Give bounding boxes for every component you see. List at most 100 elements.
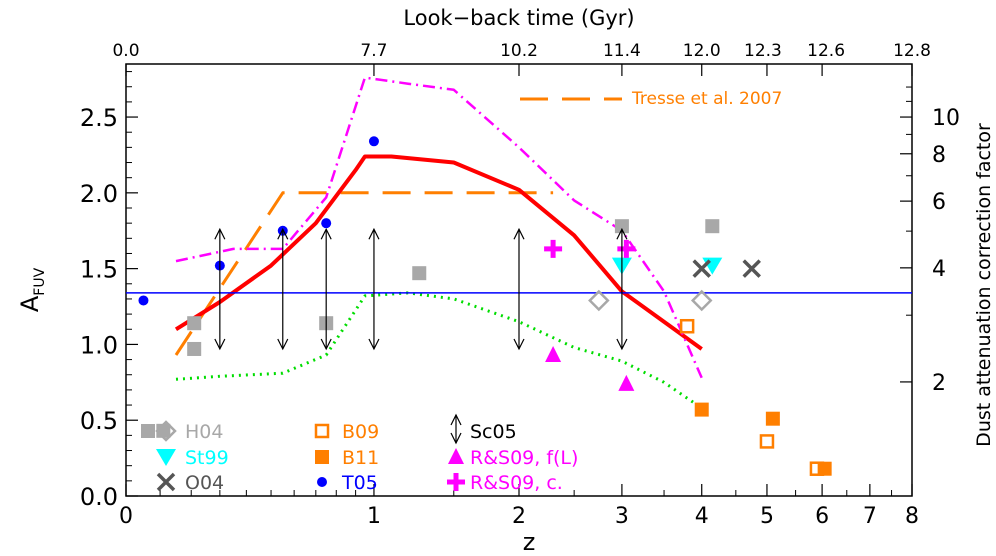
legend-label: Sc05 — [470, 421, 517, 443]
legend-label: R&S09, c. — [470, 472, 563, 494]
bottom-tick-label: 6 — [815, 504, 829, 529]
point-sc05 — [368, 227, 380, 351]
curve-best-fit — [174, 154, 703, 351]
right-tick-label: 4 — [932, 257, 946, 282]
left-axis-label-main: A — [16, 295, 44, 312]
point-sc05 — [277, 227, 289, 351]
bottom-axis-label: z — [523, 528, 536, 556]
legend-marker — [156, 472, 176, 492]
bottom-tick-label: 0 — [119, 504, 133, 529]
legend-item-h04: H04 — [141, 420, 223, 443]
marker-shape — [694, 402, 709, 417]
bottom-tick-label: 4 — [695, 504, 709, 529]
top-tick-label: 12.6 — [807, 41, 845, 61]
point-h04 — [187, 316, 202, 331]
left-tick-label: 2.5 — [80, 104, 118, 132]
arrow-head-bottom — [368, 338, 380, 351]
bottom-tick-label: 1 — [367, 504, 381, 529]
marker-shape — [187, 316, 202, 331]
top-tick-label: 7.7 — [360, 41, 387, 61]
top-tick-label: 11.4 — [603, 41, 641, 61]
point-t05 — [138, 295, 149, 306]
legend-label: B09 — [342, 421, 379, 443]
legend-item-rands09-f-l: R&S09, f(L) — [448, 447, 578, 469]
point-b11 — [694, 402, 709, 417]
legend-item-t05: T05 — [317, 472, 378, 494]
top-tick-label: 12.0 — [683, 41, 721, 61]
marker-shape — [187, 341, 202, 356]
arrow-head-top — [616, 227, 628, 240]
point-h04 — [412, 266, 427, 281]
marker-shape — [317, 477, 327, 487]
point-sc05 — [616, 227, 628, 351]
legend-item-rands09-c: R&S09, c. — [447, 472, 563, 494]
point-sc05 — [513, 227, 525, 351]
legend-marker — [448, 448, 464, 464]
markers-layer — [138, 136, 832, 476]
marker-shape — [742, 259, 761, 278]
marker-shape — [155, 420, 177, 442]
arrow-head-bottom — [450, 432, 462, 445]
marker-shape — [412, 266, 427, 281]
legend-marker — [317, 477, 327, 487]
bottom-tick-label: 8 — [905, 504, 919, 529]
marker-shape — [614, 219, 629, 234]
marker-shape — [544, 239, 563, 258]
point-h04 — [705, 219, 720, 234]
left-axis-label-sub: FUV — [32, 267, 48, 295]
legend-marker — [141, 424, 155, 438]
left-tick-label: 1.0 — [80, 331, 118, 359]
bottom-tick-label: 2 — [512, 504, 526, 529]
marker-shape — [765, 411, 780, 426]
point-rands09-c — [617, 239, 636, 258]
point-sc05 — [214, 227, 226, 351]
right-tick-label: 10 — [932, 106, 960, 131]
point-h04 — [614, 219, 629, 234]
marker-shape — [759, 434, 775, 449]
legend-marker — [315, 450, 329, 464]
legend-item-sc05: Sc05 — [450, 413, 517, 445]
marker-shape — [315, 450, 329, 464]
arrow-head-top — [277, 227, 289, 240]
right-tick-label: 6 — [932, 190, 946, 215]
legend-marker — [156, 449, 176, 466]
right-tick-label: 2 — [932, 371, 946, 396]
marker-shape — [314, 423, 330, 439]
legend-label: R&S09, f(L) — [470, 447, 578, 469]
marker-shape — [156, 449, 176, 466]
top-tick-label: 12.3 — [744, 41, 782, 61]
point-t05 — [321, 218, 332, 229]
marker-shape — [141, 424, 155, 438]
marker-shape — [690, 289, 713, 312]
point-o04 — [692, 259, 711, 278]
arrow-head-top — [214, 227, 226, 240]
marker-shape — [138, 295, 149, 306]
tresse-annotation: Tresse et al. 2007 — [631, 89, 782, 109]
marker-shape — [447, 473, 465, 491]
point-sc05 — [320, 227, 332, 351]
legend: H04 St99 O04 B09 B11 T05 Sc05 R&S09, f(L) R&S09,… — [141, 413, 578, 494]
arrow-head-bottom — [277, 338, 289, 351]
point-b11 — [817, 461, 832, 476]
left-tick-label: 2.0 — [80, 180, 118, 208]
marker-shape — [692, 259, 711, 278]
right-tick-label: 8 — [932, 143, 946, 168]
bottom-tick-label: 7 — [863, 504, 877, 529]
marker-shape — [617, 239, 636, 258]
top-tick-label: 10.2 — [500, 41, 538, 61]
legend-item-b09: B09 — [314, 421, 379, 443]
point-h04-open-diamond — [690, 289, 713, 312]
arrow-head-bottom — [513, 338, 525, 351]
marker-shape — [368, 136, 379, 147]
point-b11 — [765, 411, 780, 426]
marker-shape — [618, 374, 635, 391]
top-tick-label: 0.0 — [112, 41, 139, 61]
marker-shape — [321, 218, 332, 229]
legend-label: B11 — [342, 447, 379, 469]
right-axis-label: Dust attenuation correction factor — [973, 123, 995, 447]
arrow-head-bottom — [616, 338, 628, 351]
marker-shape — [588, 289, 610, 312]
marker-shape — [679, 318, 695, 334]
legend-label: H04 — [185, 421, 223, 443]
